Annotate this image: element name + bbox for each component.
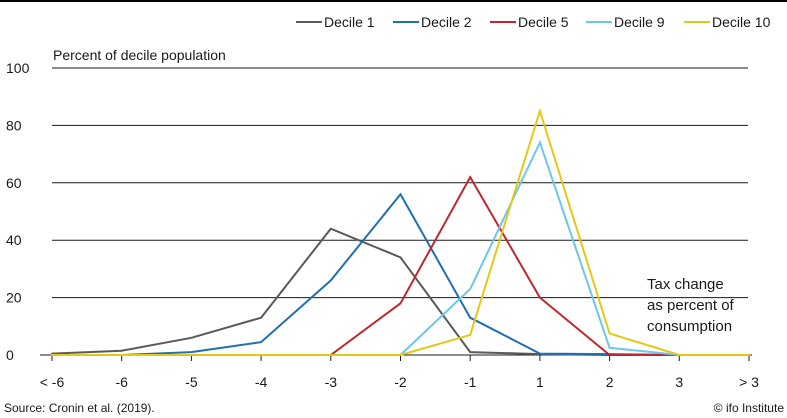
x-tick-label: -4 xyxy=(255,374,268,390)
x-tick-label: 1 xyxy=(536,374,544,390)
legend-label: Decile 1 xyxy=(324,14,375,30)
data-point xyxy=(539,352,541,355)
y-tick-label: 100 xyxy=(6,60,30,76)
data-point xyxy=(469,176,472,178)
data-point xyxy=(190,336,193,339)
x-tick-label: -5 xyxy=(185,374,198,390)
source-note: Source: Cronin et al. (2019). xyxy=(4,401,155,415)
axis-annotation: Tax change as percent of consumption xyxy=(647,276,735,335)
y-tick-label: 20 xyxy=(6,290,22,306)
data-point xyxy=(469,316,472,319)
x-tick-label: > 3 xyxy=(739,374,759,390)
series-line-3 xyxy=(52,175,749,356)
y-tick-label: 0 xyxy=(6,347,14,363)
x-tick-label: -1 xyxy=(464,374,477,390)
legend-label: Decile 2 xyxy=(421,14,472,30)
data-point xyxy=(120,354,123,356)
y-tick-label: 60 xyxy=(6,175,22,191)
legend-label: Decile 9 xyxy=(614,14,665,30)
y-tick-label: 40 xyxy=(6,232,22,248)
x-tick-label: 3 xyxy=(675,374,683,390)
series-line-1 xyxy=(51,227,749,356)
data-point xyxy=(539,141,541,144)
data-point xyxy=(260,341,262,343)
x-axis: < -6 -6 -5 -4 -3 -2 -1 1 2 3 > 3 xyxy=(40,354,759,390)
data-point xyxy=(748,354,750,356)
annotation-line: Tax change xyxy=(647,276,724,293)
x-tick-label: 2 xyxy=(606,374,614,390)
legend-label: Decile 10 xyxy=(712,14,771,30)
data-point xyxy=(260,354,262,356)
series-line-2 xyxy=(52,192,749,356)
data-point xyxy=(329,279,332,282)
data-point xyxy=(399,354,402,356)
annotation-line: as percent of xyxy=(647,297,735,314)
x-tick-label: -3 xyxy=(325,374,338,390)
data-point xyxy=(399,256,402,259)
data-point xyxy=(469,288,472,290)
data-point xyxy=(399,193,402,196)
y-axis-title: Percent of decile population xyxy=(53,47,226,63)
legend-label: Decile 5 xyxy=(518,14,569,30)
legend: Decile 1 Decile 2 Decile 5 Decile 9 Decile 1… xyxy=(296,14,771,30)
gridlines xyxy=(52,67,748,299)
data-point xyxy=(539,110,541,112)
data-point xyxy=(190,354,193,356)
y-tick-labels: 0 20 40 60 80 100 xyxy=(6,60,30,363)
data-point xyxy=(120,349,123,352)
data-point xyxy=(608,354,611,356)
series-line-5 xyxy=(52,107,749,356)
data-point xyxy=(678,354,681,356)
data-point xyxy=(329,354,332,356)
data-point xyxy=(399,302,402,305)
data-point xyxy=(469,334,472,336)
data-point xyxy=(51,354,53,356)
data-point xyxy=(329,227,332,230)
data-point xyxy=(539,296,541,299)
x-tick-label: < -6 xyxy=(40,374,65,390)
series-line-4 xyxy=(52,139,749,356)
x-tick-label: -2 xyxy=(394,374,407,390)
data-point xyxy=(469,351,472,354)
annotation-line: consumption xyxy=(647,318,732,335)
series-lines xyxy=(51,107,750,356)
data-point xyxy=(190,351,193,354)
data-point xyxy=(260,316,262,319)
y-tick-label: 80 xyxy=(6,117,22,133)
data-point xyxy=(608,346,611,349)
x-tick-label: -6 xyxy=(115,374,128,390)
credit-note: © ifo Institute xyxy=(714,401,785,415)
data-point xyxy=(608,332,611,335)
